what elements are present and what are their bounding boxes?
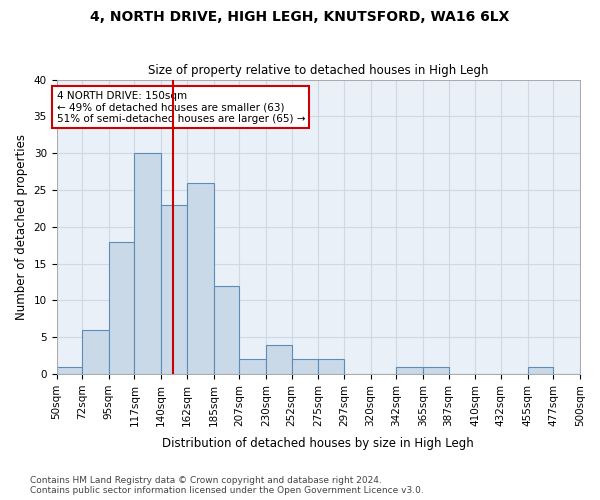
Bar — [580, 366, 600, 374]
Bar — [109, 242, 134, 374]
Text: Contains HM Land Registry data © Crown copyright and database right 2024.
Contai: Contains HM Land Registry data © Crown c… — [30, 476, 424, 495]
Bar — [214, 286, 239, 374]
Bar — [56, 366, 82, 374]
Bar — [134, 153, 161, 374]
Bar — [527, 366, 553, 374]
Bar — [82, 330, 109, 374]
Title: Size of property relative to detached houses in High Legh: Size of property relative to detached ho… — [148, 64, 488, 77]
Bar — [266, 344, 292, 374]
Bar — [239, 360, 266, 374]
X-axis label: Distribution of detached houses by size in High Legh: Distribution of detached houses by size … — [163, 437, 474, 450]
Bar — [396, 366, 423, 374]
Text: 4, NORTH DRIVE, HIGH LEGH, KNUTSFORD, WA16 6LX: 4, NORTH DRIVE, HIGH LEGH, KNUTSFORD, WA… — [91, 10, 509, 24]
Bar — [292, 360, 318, 374]
Bar — [423, 366, 449, 374]
Y-axis label: Number of detached properties: Number of detached properties — [15, 134, 28, 320]
Bar — [161, 204, 187, 374]
Bar — [187, 182, 214, 374]
Text: 4 NORTH DRIVE: 150sqm
← 49% of detached houses are smaller (63)
51% of semi-deta: 4 NORTH DRIVE: 150sqm ← 49% of detached … — [56, 90, 305, 124]
Bar — [318, 360, 344, 374]
